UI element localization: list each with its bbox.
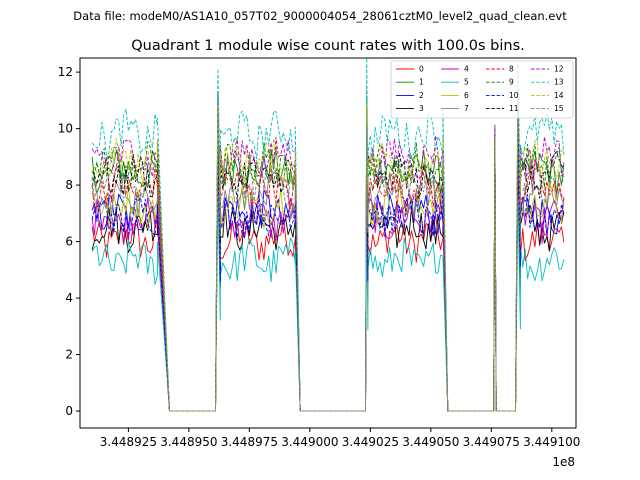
legend-label-10: 10 [509,91,519,100]
legend-label-14: 14 [554,91,564,100]
x-tick-label: 3.449025 [342,435,399,449]
y-tick-label: 4 [65,291,73,305]
x-tick-label: 3.448925 [100,435,157,449]
chart-title: Quadrant 1 module wise count rates with … [131,38,525,54]
y-tick-label: 8 [65,178,73,192]
y-tick-label: 6 [65,235,73,249]
plot-frame [79,57,577,429]
legend-label-15: 15 [554,104,564,113]
x-tick-label: 3.448975 [221,435,278,449]
y-tick-label: 2 [65,348,73,362]
x-tick-label: 3.449100 [523,435,580,449]
series-line-14 [91,94,565,412]
legend-label-13: 13 [554,78,564,87]
y-tick-label: 12 [58,65,73,79]
legend-label-6: 6 [464,91,469,100]
suptitle: Data file: modeM0/AS1A10_057T02_90000040… [73,9,567,23]
legend-label-8: 8 [509,65,514,74]
x-tick-label: 3.449075 [463,435,520,449]
x-tick-label: 3.448950 [160,435,217,449]
series-line-13 [91,58,565,412]
legend-label-4: 4 [464,65,469,74]
legend-label-12: 12 [554,65,564,74]
y-tick-label: 10 [58,122,73,136]
legend-label-1: 1 [419,78,424,87]
x-offset-label: 1e8 [552,455,575,469]
series-line-15 [91,107,565,412]
legend-label-9: 9 [509,78,514,87]
series-layer [91,58,565,412]
series-line-10 [91,127,565,412]
x-tick-label: 3.449050 [402,435,459,449]
legend-label-11: 11 [509,104,519,113]
legend-box [390,60,574,119]
ticks-layer: 3.448925 3.448950 3.448975 3.449000 3.449025… [58,65,581,449]
legend-label-3: 3 [419,104,424,113]
legend-label-2: 2 [419,91,424,100]
y-tick-label: 0 [65,404,73,418]
x-tick-label: 3.449000 [281,435,338,449]
legend-label-5: 5 [464,78,469,87]
legend-label-0: 0 [419,65,424,74]
legend-label-7: 7 [464,104,469,113]
